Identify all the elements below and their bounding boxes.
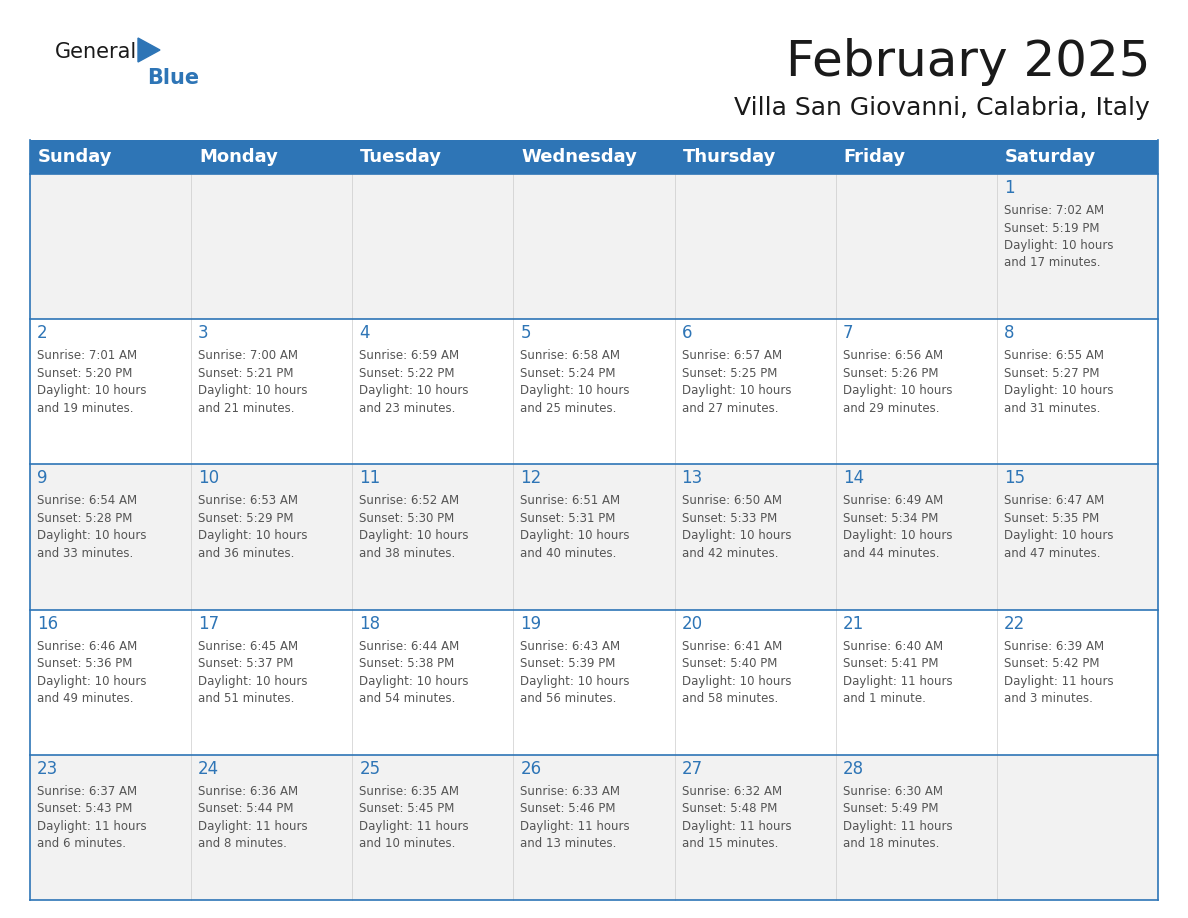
Text: Sunrise: 6:51 AM
Sunset: 5:31 PM
Daylight: 10 hours
and 40 minutes.: Sunrise: 6:51 AM Sunset: 5:31 PM Dayligh…: [520, 495, 630, 560]
Text: Sunrise: 6:39 AM
Sunset: 5:42 PM
Daylight: 11 hours
and 3 minutes.: Sunrise: 6:39 AM Sunset: 5:42 PM Dayligh…: [1004, 640, 1113, 705]
Text: 19: 19: [520, 614, 542, 633]
Bar: [513, 140, 675, 174]
Text: Thursday: Thursday: [683, 148, 776, 166]
Bar: [353, 140, 513, 174]
Text: Sunrise: 7:00 AM
Sunset: 5:21 PM
Daylight: 10 hours
and 21 minutes.: Sunrise: 7:00 AM Sunset: 5:21 PM Dayligh…: [198, 349, 308, 415]
Text: Sunrise: 6:30 AM
Sunset: 5:49 PM
Daylight: 11 hours
and 18 minutes.: Sunrise: 6:30 AM Sunset: 5:49 PM Dayligh…: [842, 785, 953, 850]
Text: 26: 26: [520, 760, 542, 778]
Text: Sunrise: 6:55 AM
Sunset: 5:27 PM
Daylight: 10 hours
and 31 minutes.: Sunrise: 6:55 AM Sunset: 5:27 PM Dayligh…: [1004, 349, 1113, 415]
Bar: [835, 140, 997, 174]
Text: Sunrise: 6:59 AM
Sunset: 5:22 PM
Daylight: 10 hours
and 23 minutes.: Sunrise: 6:59 AM Sunset: 5:22 PM Dayligh…: [359, 349, 469, 415]
Text: Sunrise: 6:37 AM
Sunset: 5:43 PM
Daylight: 11 hours
and 6 minutes.: Sunrise: 6:37 AM Sunset: 5:43 PM Dayligh…: [37, 785, 146, 850]
Text: Blue: Blue: [147, 68, 200, 88]
Text: 6: 6: [682, 324, 693, 342]
Text: 8: 8: [1004, 324, 1015, 342]
Bar: [30, 140, 191, 174]
Text: Sunrise: 6:52 AM
Sunset: 5:30 PM
Daylight: 10 hours
and 38 minutes.: Sunrise: 6:52 AM Sunset: 5:30 PM Dayligh…: [359, 495, 469, 560]
Text: Sunrise: 7:02 AM
Sunset: 5:19 PM
Daylight: 10 hours
and 17 minutes.: Sunrise: 7:02 AM Sunset: 5:19 PM Dayligh…: [1004, 204, 1113, 270]
Bar: [997, 140, 1158, 174]
Text: 17: 17: [198, 614, 220, 633]
Text: Sunrise: 6:57 AM
Sunset: 5:25 PM
Daylight: 10 hours
and 27 minutes.: Sunrise: 6:57 AM Sunset: 5:25 PM Dayligh…: [682, 349, 791, 415]
Bar: [191, 140, 353, 174]
Text: 16: 16: [37, 614, 58, 633]
Text: 11: 11: [359, 469, 380, 487]
Text: 2: 2: [37, 324, 48, 342]
Bar: [30, 174, 1158, 319]
Text: Tuesday: Tuesday: [360, 148, 442, 166]
Text: General: General: [55, 42, 138, 62]
Text: Sunday: Sunday: [38, 148, 113, 166]
Text: 22: 22: [1004, 614, 1025, 633]
Text: Sunrise: 6:49 AM
Sunset: 5:34 PM
Daylight: 10 hours
and 44 minutes.: Sunrise: 6:49 AM Sunset: 5:34 PM Dayligh…: [842, 495, 953, 560]
Text: February 2025: February 2025: [785, 38, 1150, 86]
Text: Sunrise: 6:53 AM
Sunset: 5:29 PM
Daylight: 10 hours
and 36 minutes.: Sunrise: 6:53 AM Sunset: 5:29 PM Dayligh…: [198, 495, 308, 560]
Text: 9: 9: [37, 469, 48, 487]
Text: 18: 18: [359, 614, 380, 633]
Text: Sunrise: 6:58 AM
Sunset: 5:24 PM
Daylight: 10 hours
and 25 minutes.: Sunrise: 6:58 AM Sunset: 5:24 PM Dayligh…: [520, 349, 630, 415]
Text: 1: 1: [1004, 179, 1015, 197]
Text: 3: 3: [198, 324, 209, 342]
Text: Sunrise: 6:50 AM
Sunset: 5:33 PM
Daylight: 10 hours
and 42 minutes.: Sunrise: 6:50 AM Sunset: 5:33 PM Dayligh…: [682, 495, 791, 560]
Text: Sunrise: 6:35 AM
Sunset: 5:45 PM
Daylight: 11 hours
and 10 minutes.: Sunrise: 6:35 AM Sunset: 5:45 PM Dayligh…: [359, 785, 469, 850]
Text: Villa San Giovanni, Calabria, Italy: Villa San Giovanni, Calabria, Italy: [734, 96, 1150, 120]
Text: 7: 7: [842, 324, 853, 342]
Text: 12: 12: [520, 469, 542, 487]
Bar: [675, 140, 835, 174]
Text: 15: 15: [1004, 469, 1025, 487]
Text: 4: 4: [359, 324, 369, 342]
Bar: [30, 465, 1158, 610]
Text: 23: 23: [37, 760, 58, 778]
Bar: [30, 610, 1158, 755]
Text: 21: 21: [842, 614, 864, 633]
Text: 10: 10: [198, 469, 220, 487]
Text: Sunrise: 6:32 AM
Sunset: 5:48 PM
Daylight: 11 hours
and 15 minutes.: Sunrise: 6:32 AM Sunset: 5:48 PM Dayligh…: [682, 785, 791, 850]
Text: Sunrise: 6:40 AM
Sunset: 5:41 PM
Daylight: 11 hours
and 1 minute.: Sunrise: 6:40 AM Sunset: 5:41 PM Dayligh…: [842, 640, 953, 705]
Text: 28: 28: [842, 760, 864, 778]
Text: Sunrise: 6:33 AM
Sunset: 5:46 PM
Daylight: 11 hours
and 13 minutes.: Sunrise: 6:33 AM Sunset: 5:46 PM Dayligh…: [520, 785, 630, 850]
Text: 5: 5: [520, 324, 531, 342]
Text: 25: 25: [359, 760, 380, 778]
Text: 27: 27: [682, 760, 702, 778]
Bar: [30, 755, 1158, 900]
Text: Sunrise: 6:41 AM
Sunset: 5:40 PM
Daylight: 10 hours
and 58 minutes.: Sunrise: 6:41 AM Sunset: 5:40 PM Dayligh…: [682, 640, 791, 705]
Text: Sunrise: 6:36 AM
Sunset: 5:44 PM
Daylight: 11 hours
and 8 minutes.: Sunrise: 6:36 AM Sunset: 5:44 PM Dayligh…: [198, 785, 308, 850]
Text: Sunrise: 6:43 AM
Sunset: 5:39 PM
Daylight: 10 hours
and 56 minutes.: Sunrise: 6:43 AM Sunset: 5:39 PM Dayligh…: [520, 640, 630, 705]
Text: Sunrise: 7:01 AM
Sunset: 5:20 PM
Daylight: 10 hours
and 19 minutes.: Sunrise: 7:01 AM Sunset: 5:20 PM Dayligh…: [37, 349, 146, 415]
Text: Sunrise: 6:45 AM
Sunset: 5:37 PM
Daylight: 10 hours
and 51 minutes.: Sunrise: 6:45 AM Sunset: 5:37 PM Dayligh…: [198, 640, 308, 705]
Text: Monday: Monday: [200, 148, 278, 166]
Text: Sunrise: 6:44 AM
Sunset: 5:38 PM
Daylight: 10 hours
and 54 minutes.: Sunrise: 6:44 AM Sunset: 5:38 PM Dayligh…: [359, 640, 469, 705]
Text: Sunrise: 6:54 AM
Sunset: 5:28 PM
Daylight: 10 hours
and 33 minutes.: Sunrise: 6:54 AM Sunset: 5:28 PM Dayligh…: [37, 495, 146, 560]
Text: Sunrise: 6:47 AM
Sunset: 5:35 PM
Daylight: 10 hours
and 47 minutes.: Sunrise: 6:47 AM Sunset: 5:35 PM Dayligh…: [1004, 495, 1113, 560]
Text: Sunrise: 6:46 AM
Sunset: 5:36 PM
Daylight: 10 hours
and 49 minutes.: Sunrise: 6:46 AM Sunset: 5:36 PM Dayligh…: [37, 640, 146, 705]
Text: Saturday: Saturday: [1005, 148, 1097, 166]
Text: Friday: Friday: [843, 148, 905, 166]
Text: 20: 20: [682, 614, 702, 633]
Text: 24: 24: [198, 760, 220, 778]
Bar: [30, 319, 1158, 465]
Text: 14: 14: [842, 469, 864, 487]
Text: 13: 13: [682, 469, 703, 487]
Text: Sunrise: 6:56 AM
Sunset: 5:26 PM
Daylight: 10 hours
and 29 minutes.: Sunrise: 6:56 AM Sunset: 5:26 PM Dayligh…: [842, 349, 953, 415]
Text: Wednesday: Wednesday: [522, 148, 637, 166]
Polygon shape: [138, 38, 160, 62]
